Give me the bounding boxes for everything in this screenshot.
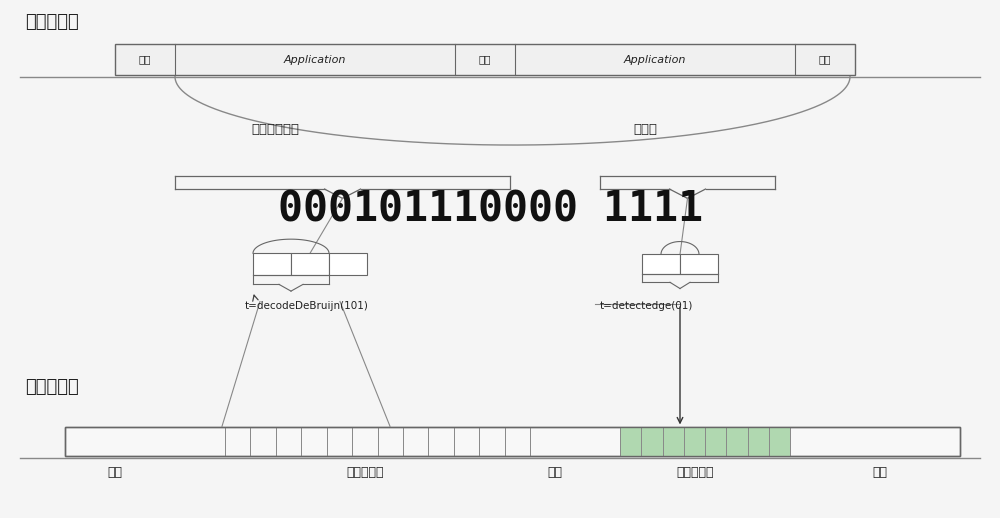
Text: t=decodeDeBruijn(101): t=decodeDeBruijn(101): [245, 301, 369, 311]
Text: 000101110000 1111: 000101110000 1111: [278, 189, 702, 231]
Text: Application: Application: [284, 54, 346, 65]
Text: 同步: 同步: [819, 54, 831, 65]
Bar: [115, 44, 855, 75]
Bar: [291, 253, 329, 275]
Bar: [642, 254, 680, 274]
Text: Application: Application: [624, 54, 686, 65]
Bar: [65, 427, 960, 456]
Text: 同步区: 同步区: [633, 123, 657, 136]
Text: 时间接收者: 时间接收者: [25, 378, 79, 396]
Bar: [253, 253, 291, 275]
Bar: [329, 253, 367, 275]
Text: 德布鲁因序列: 德布鲁因序列: [251, 123, 299, 136]
Text: 休眠: 休眠: [108, 466, 122, 479]
Text: 同步: 同步: [139, 54, 151, 65]
Bar: [620, 427, 790, 456]
Text: 休眠: 休眠: [872, 466, 888, 479]
Bar: [680, 254, 718, 274]
Text: 低频率采样: 低频率采样: [346, 466, 384, 479]
Text: 时间发送者: 时间发送者: [25, 13, 79, 31]
Text: t=detectedge(01): t=detectedge(01): [600, 301, 693, 311]
Text: 同步: 同步: [479, 54, 491, 65]
Bar: [65, 427, 960, 456]
Text: 高频率采样: 高频率采样: [676, 466, 714, 479]
Text: 休眠: 休眠: [548, 466, 562, 479]
